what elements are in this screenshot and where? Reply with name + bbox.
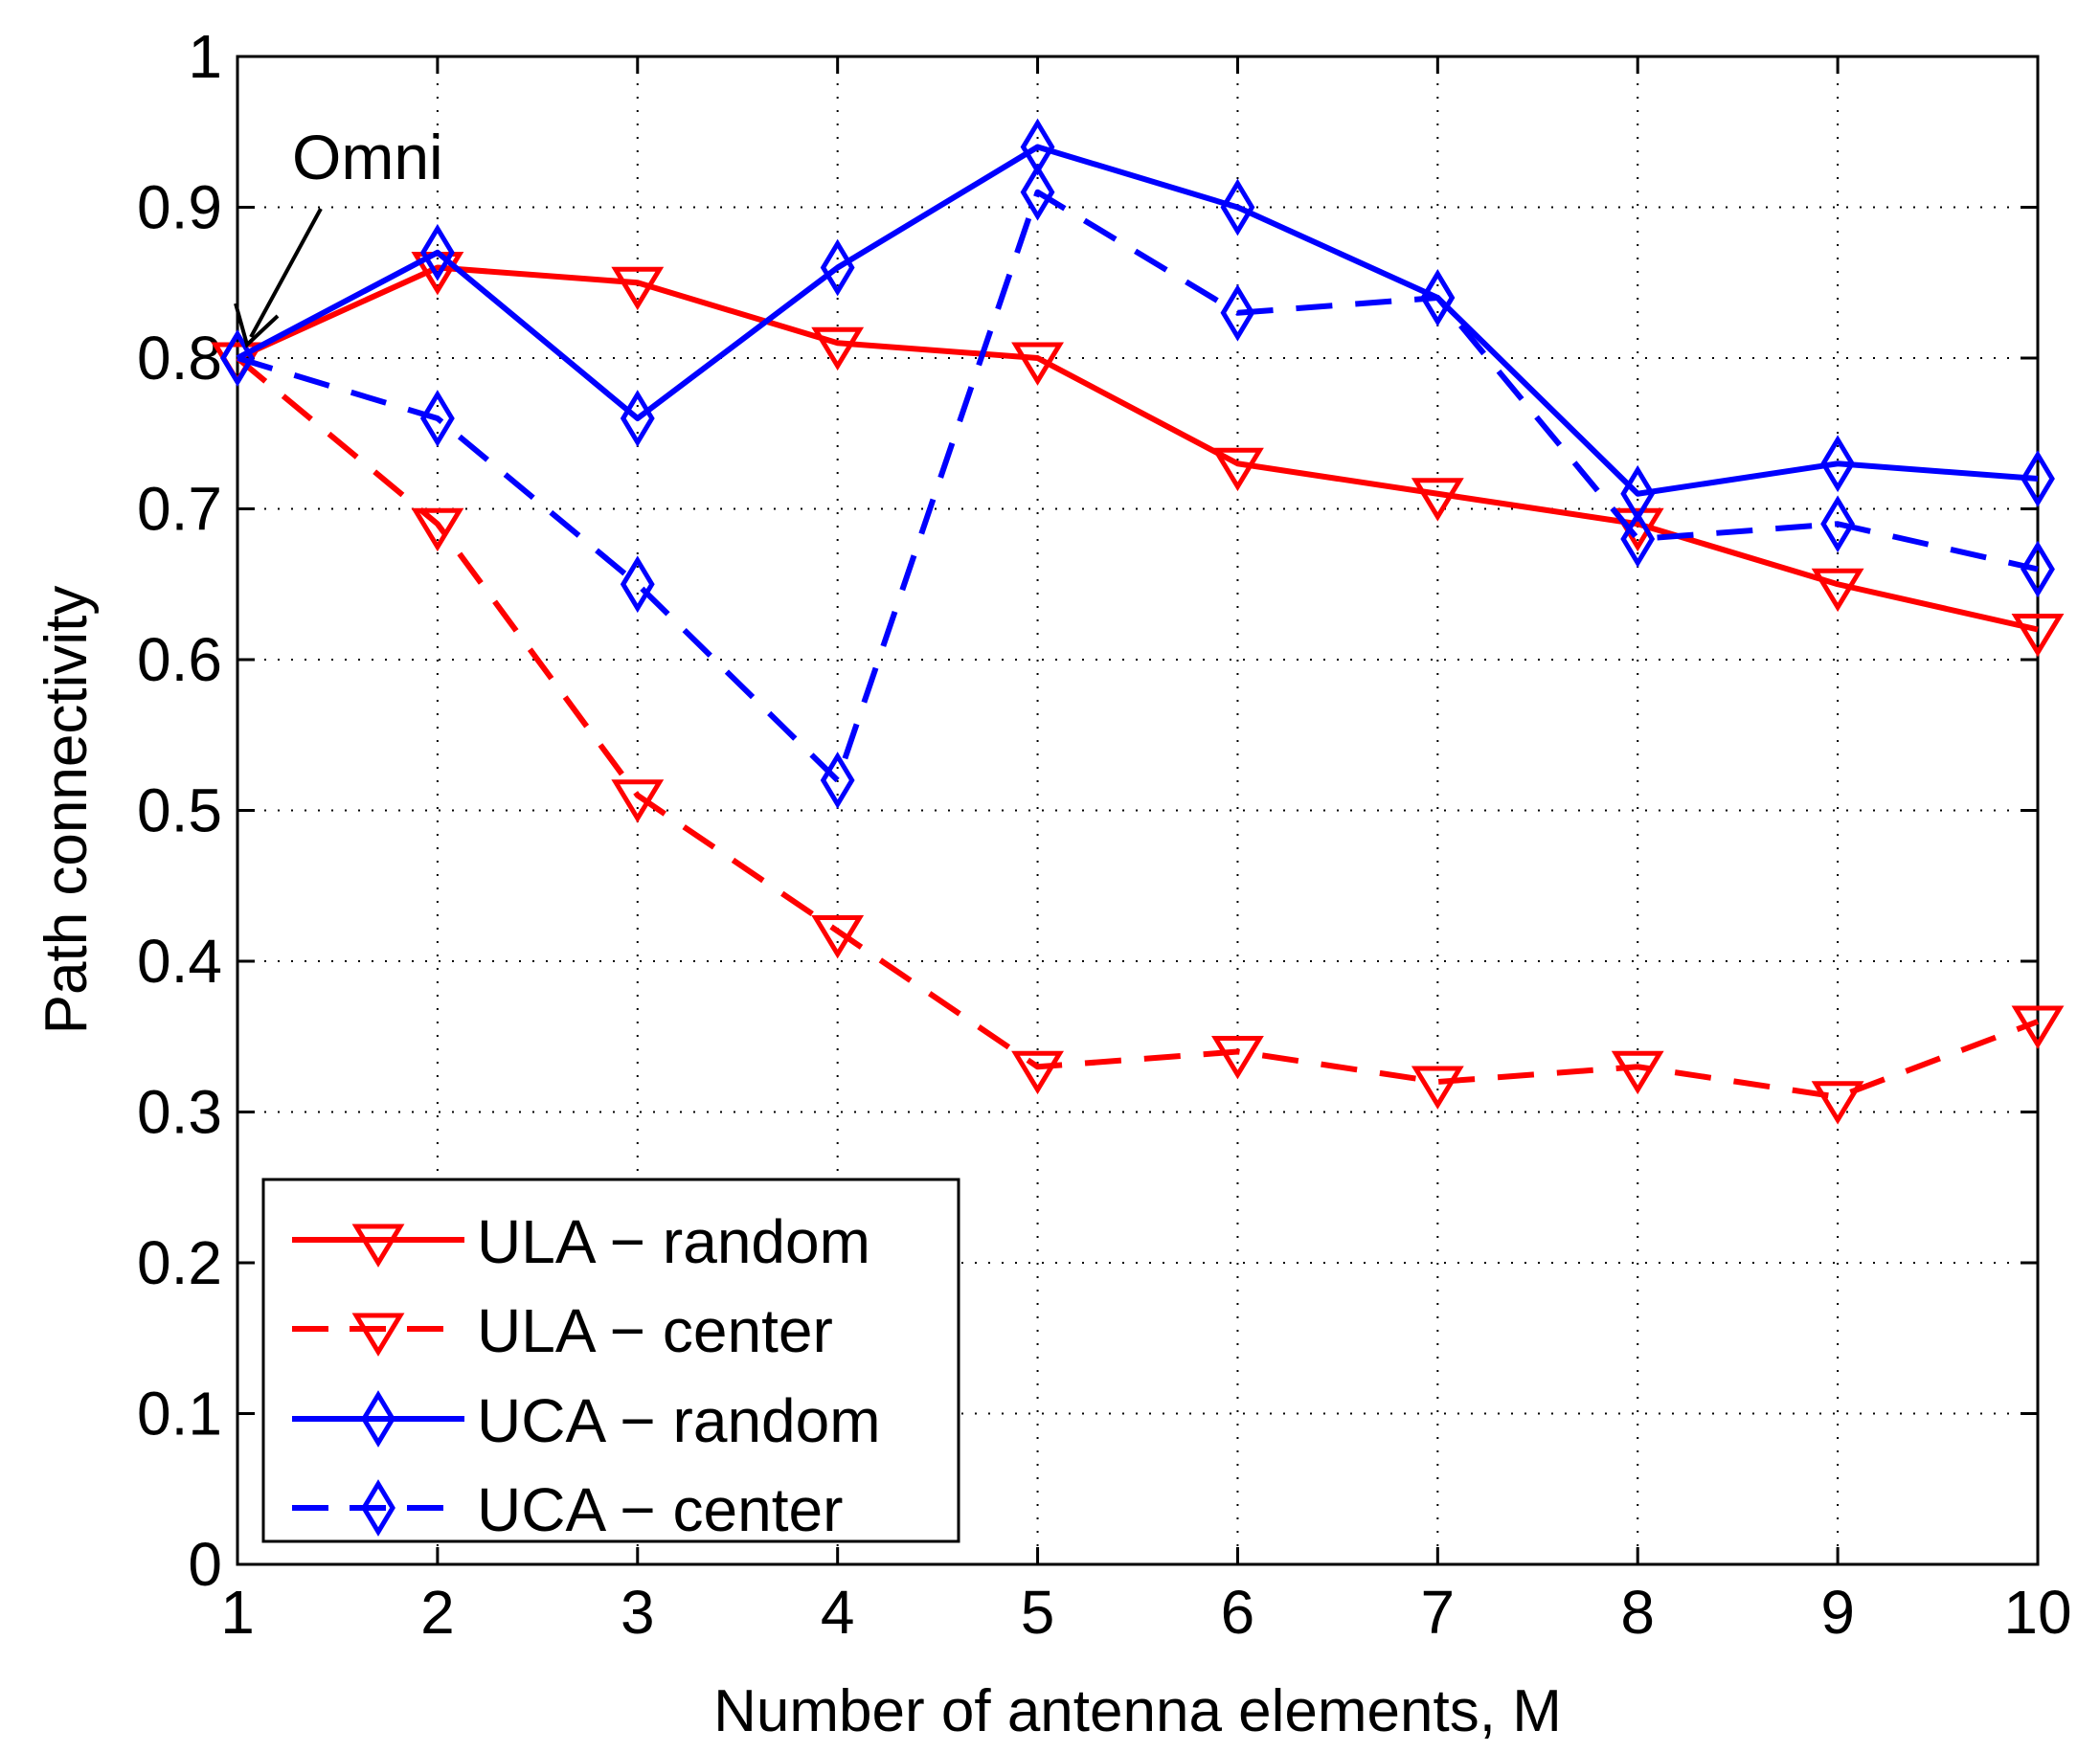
data-point xyxy=(1611,1050,1664,1095)
y-tick-label: 0.7 xyxy=(137,475,222,544)
y-tick-label: 0 xyxy=(188,1530,222,1599)
omni-annotation-arrowhead xyxy=(234,303,280,348)
y-tick-label: 0.8 xyxy=(137,324,222,393)
series-line xyxy=(236,264,2039,633)
data-point xyxy=(2011,614,2065,658)
series-uca-center xyxy=(220,163,2055,809)
legend-label: UCA − random xyxy=(477,1386,881,1455)
series-ula-random xyxy=(211,252,2065,658)
x-tick-label: 1 xyxy=(220,1578,255,1647)
y-tick-label: 0.6 xyxy=(137,625,222,694)
data-point xyxy=(1411,1066,1464,1110)
legend-marker xyxy=(351,1313,405,1357)
data-point xyxy=(419,223,455,281)
y-tick-label: 0.1 xyxy=(137,1380,222,1449)
data-point xyxy=(419,390,455,447)
x-tick-label: 4 xyxy=(821,1578,855,1647)
omni-annotation-label: Omni xyxy=(292,122,443,192)
data-point xyxy=(820,238,855,297)
data-point xyxy=(411,507,464,552)
y-tick-label: 1 xyxy=(188,22,222,91)
data-point xyxy=(811,915,865,959)
y-tick-label: 0.9 xyxy=(137,173,222,242)
data-point xyxy=(820,752,855,809)
data-point xyxy=(1211,1036,1264,1080)
data-point xyxy=(1211,447,1264,492)
series-ula-center xyxy=(211,342,2065,1125)
x-tick-label: 10 xyxy=(2003,1578,2071,1647)
x-tick-label: 9 xyxy=(1820,1578,1855,1647)
legend: ULA − random ULA − center UCA − random UCA … xyxy=(261,1178,960,1544)
y-tick-label: 0.3 xyxy=(137,1078,222,1147)
data-point xyxy=(1620,510,1656,568)
data-point xyxy=(1011,342,1064,386)
data-point xyxy=(1020,163,1055,221)
grid xyxy=(237,56,2038,1564)
data-point xyxy=(1820,495,1856,553)
x-tick-label: 5 xyxy=(1021,1578,1055,1647)
x-tick-label: 3 xyxy=(621,1578,655,1647)
y-tick-label: 0.5 xyxy=(137,776,222,845)
data-point xyxy=(1811,1081,1864,1125)
data-point xyxy=(2011,1005,2065,1049)
y-tick-label: 0.4 xyxy=(137,927,222,996)
x-tick-label: 7 xyxy=(1421,1578,1456,1647)
annotation-group: Omni xyxy=(234,122,443,348)
y-axis-label: Path connectivity xyxy=(34,586,100,1035)
legend-label: ULA − center xyxy=(477,1296,833,1365)
series-line xyxy=(236,144,2039,497)
data-point xyxy=(2021,540,2055,598)
data-point xyxy=(1420,269,1456,326)
data-point xyxy=(620,390,655,447)
data-point xyxy=(1220,178,1255,236)
legend-marker xyxy=(361,1390,395,1448)
data-point xyxy=(1811,568,1864,613)
x-axis-label: Number of antenna elements, M xyxy=(713,1678,1562,1744)
data-point xyxy=(220,329,255,387)
axis-ticks: 1 2 3 4 5 6 7 8 9 10 0 0.1 0.2 0.3 0.4 0.5 0.6 0.7 0.8 0.9 1 xyxy=(137,22,2072,1647)
series-line xyxy=(236,355,2040,1100)
data-point xyxy=(620,555,655,614)
x-tick-label: 8 xyxy=(1620,1578,1655,1647)
data-point xyxy=(611,779,665,823)
x-tick-label: 2 xyxy=(420,1578,455,1647)
series-group xyxy=(211,118,2065,1125)
legend-label: ULA − random xyxy=(477,1207,870,1276)
omni-annotation-arrow xyxy=(249,208,323,338)
series-line xyxy=(237,189,2039,783)
x-tick-label: 6 xyxy=(1221,1578,1255,1647)
y-tick-label: 0.2 xyxy=(137,1228,222,1297)
legend-marker xyxy=(351,1224,405,1268)
data-point xyxy=(611,266,665,311)
data-point xyxy=(1220,283,1255,342)
data-point xyxy=(1011,1050,1064,1095)
legend-marker xyxy=(361,1479,395,1537)
data-point xyxy=(2021,450,2055,507)
data-point xyxy=(811,326,865,371)
data-point xyxy=(1820,435,1856,493)
legend-label: UCA − center xyxy=(477,1475,843,1544)
data-point xyxy=(1411,478,1464,522)
